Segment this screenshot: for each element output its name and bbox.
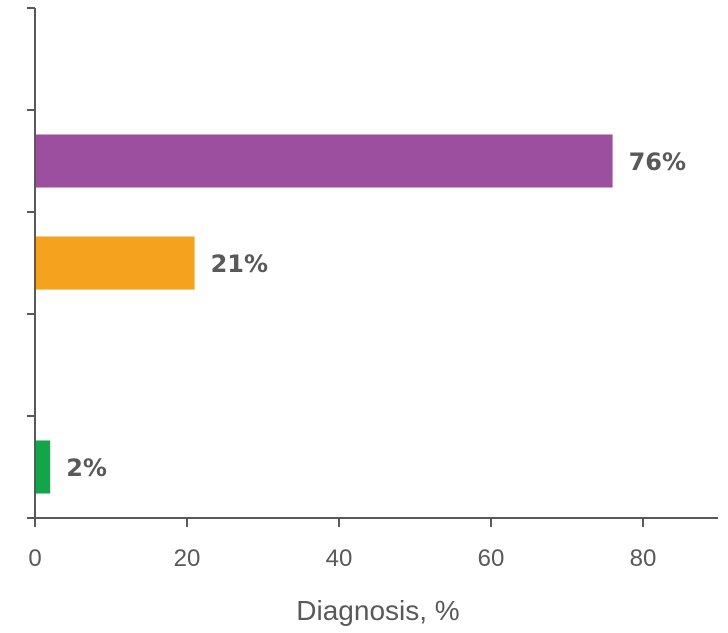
data-label-2: 21% xyxy=(211,250,268,278)
x-tick-label-1: 20 xyxy=(174,545,201,572)
bar-1 xyxy=(36,134,613,188)
x-tick-label-3: 60 xyxy=(478,545,505,572)
data-label-1: 76% xyxy=(629,148,686,176)
x-axis-title: Diagnosis, % xyxy=(296,595,459,626)
bars-layer xyxy=(36,134,613,494)
bar-2 xyxy=(36,236,195,290)
x-tick-label-2: 40 xyxy=(326,545,353,572)
bar-3 xyxy=(36,440,51,494)
x-tick-label-0: 0 xyxy=(28,545,41,572)
data-label-3: 2% xyxy=(66,454,107,482)
axes-layer xyxy=(27,7,718,527)
labels-layer: 76% 21% 2% 0 20 40 60 80 xyxy=(28,148,686,572)
x-tick-label-4: 80 xyxy=(630,545,657,572)
